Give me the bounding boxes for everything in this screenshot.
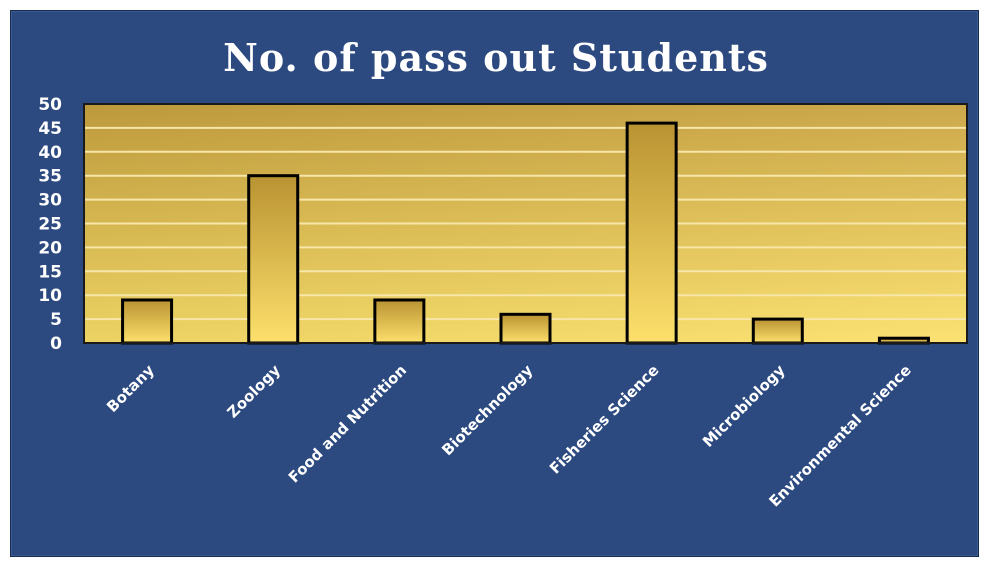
x-tick-label: Fisheries Science [546,361,663,478]
y-tick-label: 15 [38,262,62,282]
bar [247,174,300,345]
y-tick-label: 40 [38,143,62,163]
bars [121,121,930,345]
y-tick-label: 0 [50,334,62,354]
bar [373,298,426,345]
chart-title: No. of pass out Students [223,35,769,80]
x-tick-label: Food and Nutrition [285,361,410,486]
bar [751,317,804,345]
y-tick-label: 20 [38,238,62,258]
x-tick-label: Biotechnology [438,361,536,459]
y-tick-label: 5 [50,310,62,330]
y-tick-label: 45 [38,119,62,139]
y-tick-label: 50 [38,95,62,115]
plot-border [83,103,968,344]
x-axis-ticks: Botany Zoology Food and Nutrition Biotechno… [103,361,915,510]
y-tick-label: 35 [38,167,62,187]
y-tick-label: 30 [38,191,62,211]
gridlines [84,126,967,321]
bar [625,121,678,345]
x-tick-label: Environmental Science [765,361,914,510]
bar [499,312,552,345]
y-tick-label: 10 [38,286,62,306]
y-axis-ticks: 0 5 10 15 20 25 30 35 40 45 50 [38,95,62,354]
x-tick-label: Botany [103,361,158,416]
x-tick-label: Microbiology [699,361,789,451]
bar [121,298,174,345]
y-tick-label: 25 [38,215,62,235]
x-tick-label: Zoology [224,361,285,422]
